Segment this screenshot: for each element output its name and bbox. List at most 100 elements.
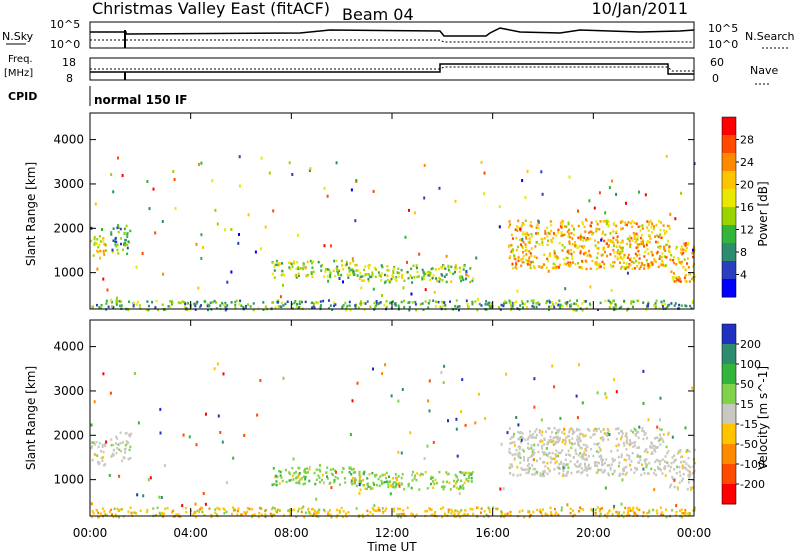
colorbar-tick-label: 20 — [740, 179, 754, 192]
nave-trace — [90, 66, 694, 72]
power-x-ticks — [89, 113, 695, 309]
echo-region — [508, 426, 671, 478]
power-y-ticks: 1000 2000 3000 4000 — [53, 133, 694, 280]
x-axis-tick-labels: 00:00 04:00 08:00 12:00 16:00 20:00 00:00 — [73, 526, 712, 540]
echo-region — [91, 299, 694, 312]
nsearch-trace — [90, 39, 694, 43]
y-tick-label: 4000 — [53, 133, 84, 147]
colorbar-tick-label: -15 — [740, 418, 758, 431]
x-tick-label: 00:00 — [677, 526, 712, 540]
velocity-y-ticks: 1000 2000 3000 4000 — [53, 340, 694, 487]
nsearch-label: N.Search — [745, 30, 795, 43]
colorbar-tick-label: -50 — [740, 438, 758, 451]
echo-region — [110, 224, 132, 256]
colorbar-tick-label: -200 — [740, 478, 765, 491]
colorbar-tick-label: 8 — [740, 246, 747, 259]
power-y-axis-label: Slant Range [km] — [24, 162, 38, 266]
colorbar-segment — [722, 135, 736, 154]
nave-label: Nave — [750, 64, 778, 77]
velocity-colorbar: 200 100 50 15 -15 -50 -100 -200 — [721, 323, 765, 505]
scatter-echoes — [90, 362, 693, 509]
nsearch-tick-bottom: 10^0 — [708, 38, 738, 51]
power-panel: 1000 2000 3000 4000 Slant Range [km] 28 24 20… — [24, 112, 770, 312]
y-tick-label: 2000 — [53, 221, 84, 235]
y-tick-label: 1000 — [53, 266, 84, 280]
freq-panel: Freq. [MHz] 18 8 60 0 Nave — [4, 54, 778, 85]
scatter-echoes — [90, 154, 696, 302]
x-tick-label: 08:00 — [274, 526, 309, 540]
colorbar-segment — [722, 225, 736, 244]
station-title: Christmas Valley East (fitACF) — [92, 0, 330, 18]
colorbar-tick-label: 24 — [740, 156, 754, 169]
echo-region — [508, 219, 671, 271]
colorbar-tick-label: 16 — [740, 201, 754, 214]
cpid-text: normal 150 IF — [94, 93, 188, 107]
colorbar-tick-label: -100 — [740, 458, 765, 471]
nsky-label: N.Sky — [2, 30, 34, 43]
freq-trace — [90, 63, 694, 75]
nsearch-tick-top: 10^5 — [708, 22, 738, 35]
colorbar-segment — [722, 171, 736, 190]
colorbar-segment — [722, 404, 736, 425]
colorbar-tick-label: 4 — [740, 269, 747, 282]
echo-region — [90, 506, 696, 519]
y-tick-label: 2000 — [53, 428, 84, 442]
colorbar-segment — [722, 189, 736, 208]
x-axis-label: Time UT — [366, 540, 417, 554]
echo-region — [271, 466, 357, 487]
colorbar-segment — [722, 243, 736, 262]
echo-region — [90, 440, 107, 467]
y-tick-label: 1000 — [53, 473, 84, 487]
x-tick-label: 04:00 — [173, 526, 208, 540]
power-echo-layer — [90, 154, 696, 312]
y-tick-label: 3000 — [53, 177, 84, 191]
colorbar-segment — [722, 424, 736, 445]
velocity-colorbar-label: Velocity [m s^-1] — [756, 366, 770, 470]
nsky-tick-top: 10^5 — [50, 18, 80, 31]
echo-region — [271, 259, 356, 279]
colorbar-segment — [722, 279, 736, 298]
colorbar-tick-label: 15 — [740, 398, 754, 411]
velocity-x-ticks — [89, 320, 695, 516]
colorbar-segment — [722, 153, 736, 172]
velocity-y-axis-label: Slant Range [km] — [24, 366, 38, 470]
echo-region — [669, 448, 696, 491]
colorbar-segment — [722, 444, 736, 465]
colorbar-segment — [722, 207, 736, 226]
freq-label-1: Freq. — [8, 54, 33, 65]
echo-region — [354, 470, 474, 491]
colorbar-tick-label: 50 — [740, 378, 754, 391]
velocity-echo-layer — [90, 362, 696, 519]
date-label: 10/Jan/2011 — [591, 0, 688, 18]
nsky-tick-bottom: 10^0 — [50, 38, 80, 51]
nave-tick-bottom: 0 — [712, 72, 719, 85]
x-tick-label: 20:00 — [576, 526, 611, 540]
nsky-trace — [90, 27, 695, 37]
echo-region — [354, 263, 475, 284]
colorbar-segment — [722, 484, 736, 505]
colorbar-segment — [722, 324, 736, 345]
colorbar-segment — [722, 261, 736, 280]
power-colorbar-label: Power [dB] — [756, 181, 770, 246]
colorbar-segment — [722, 344, 736, 365]
cpid-label: CPID — [8, 90, 37, 103]
nsky-panel: N.Sky 10^5 10^0 10^5 10^0 N.Search — [2, 18, 795, 51]
x-tick-label: 16:00 — [475, 526, 510, 540]
colorbar-tick-label: 100 — [740, 358, 761, 371]
colorbar-segment — [722, 464, 736, 485]
x-tick-label: 00:00 — [73, 526, 108, 540]
y-tick-label: 3000 — [53, 384, 84, 398]
y-tick-label: 4000 — [53, 340, 84, 354]
colorbar-segment — [722, 117, 736, 136]
colorbar-tick-label: 12 — [740, 224, 754, 237]
echo-region — [90, 235, 107, 257]
beam-label: Beam 04 — [342, 5, 414, 24]
velocity-panel: 1000 2000 3000 4000 Slant Range [km] 200 100… — [24, 319, 770, 519]
freq-tick-bottom: 8 — [66, 72, 73, 85]
echo-region — [110, 431, 133, 463]
colorbar-tick-label: 200 — [740, 338, 761, 351]
nave-tick-top: 60 — [710, 56, 724, 69]
power-colorbar: 28 24 20 16 12 8 4 — [721, 116, 754, 298]
colorbar-segment — [722, 364, 736, 385]
